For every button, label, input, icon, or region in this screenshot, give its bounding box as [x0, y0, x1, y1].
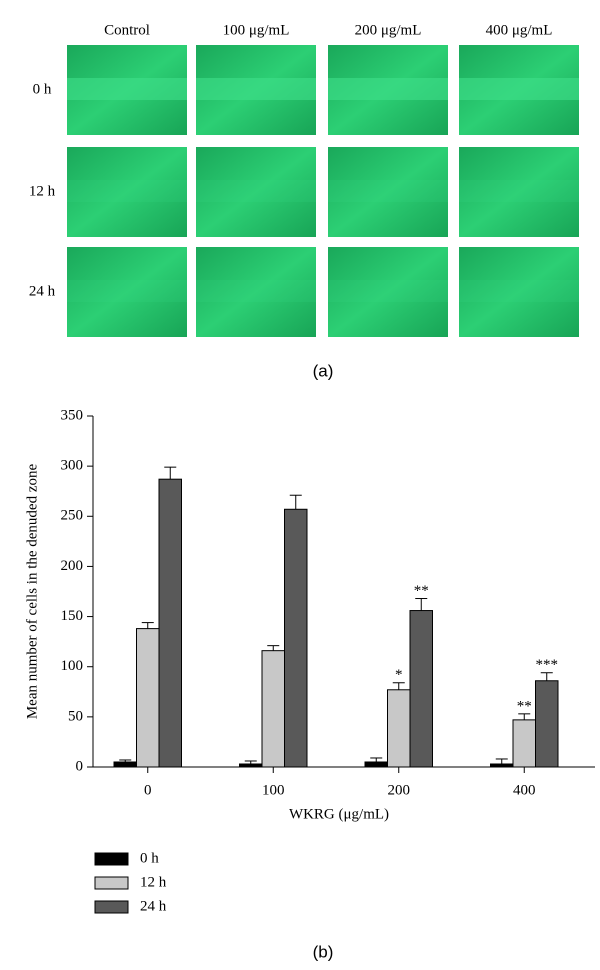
- wound-band: [196, 78, 316, 100]
- bar: [535, 680, 559, 768]
- y-axis-label: Mean number of cells in the denuded zone: [24, 464, 40, 720]
- significance-label: *: [395, 667, 403, 683]
- micrograph: [328, 247, 448, 337]
- wound-band: [328, 280, 448, 302]
- column-label: 100 μg/mL: [223, 22, 290, 38]
- y-tick-label: 150: [61, 608, 84, 624]
- column-label: 400 μg/mL: [486, 22, 553, 38]
- caption-a: (a): [313, 361, 334, 380]
- bar: [364, 761, 388, 768]
- bar: [284, 508, 308, 768]
- row-label: 12 h: [29, 183, 56, 199]
- legend-swatch: [94, 876, 129, 890]
- y-tick-label: 100: [61, 658, 84, 674]
- legend-label: 12 h: [140, 874, 167, 890]
- bar: [136, 628, 160, 768]
- bar: [261, 650, 285, 768]
- legend-swatch: [94, 852, 129, 866]
- x-tick-label: 400: [513, 782, 536, 798]
- y-tick-label: 250: [61, 508, 84, 524]
- y-tick-label: 200: [61, 558, 84, 574]
- micrograph: [328, 147, 448, 237]
- significance-label: **: [517, 698, 532, 714]
- bar: [113, 761, 137, 768]
- x-tick-label: 0: [144, 782, 152, 798]
- legend-swatch: [94, 900, 129, 914]
- y-tick-label: 350: [61, 407, 84, 423]
- wound-band: [67, 78, 187, 100]
- significance-label: **: [414, 583, 429, 599]
- wound-band: [328, 180, 448, 202]
- row-label: 0 h: [33, 81, 52, 97]
- micrograph: [67, 247, 187, 337]
- wound-band: [459, 78, 579, 100]
- micrograph: [459, 247, 579, 337]
- wound-band: [67, 280, 187, 302]
- column-label: 200 μg/mL: [355, 22, 422, 38]
- y-tick-label: 300: [61, 458, 84, 474]
- micrograph: [196, 247, 316, 337]
- x-tick-label: 100: [262, 782, 285, 798]
- micrograph: [67, 147, 187, 237]
- wound-band: [459, 280, 579, 302]
- caption-b: (b): [313, 942, 334, 961]
- bar: [512, 719, 536, 768]
- y-tick-label: 50: [68, 708, 83, 724]
- legend-label: 24 h: [140, 898, 167, 914]
- y-tick-label: 0: [76, 758, 84, 774]
- bar: [158, 478, 182, 768]
- significance-label: ***: [536, 657, 559, 673]
- wound-band: [196, 280, 316, 302]
- wound-band: [459, 180, 579, 202]
- bar: [490, 763, 514, 768]
- bar: [239, 763, 263, 768]
- row-label: 24 h: [29, 283, 56, 299]
- bar: [387, 689, 411, 768]
- x-tick-label: 200: [388, 782, 411, 798]
- wound-band: [67, 180, 187, 202]
- column-label: Control: [104, 22, 150, 38]
- x-axis-label: WKRG (μg/mL): [289, 806, 389, 822]
- bar: [409, 610, 433, 768]
- wound-band: [196, 180, 316, 202]
- legend-label: 0 h: [140, 850, 159, 866]
- micrograph: [196, 147, 316, 237]
- micrograph: [459, 147, 579, 237]
- wound-band: [328, 78, 448, 100]
